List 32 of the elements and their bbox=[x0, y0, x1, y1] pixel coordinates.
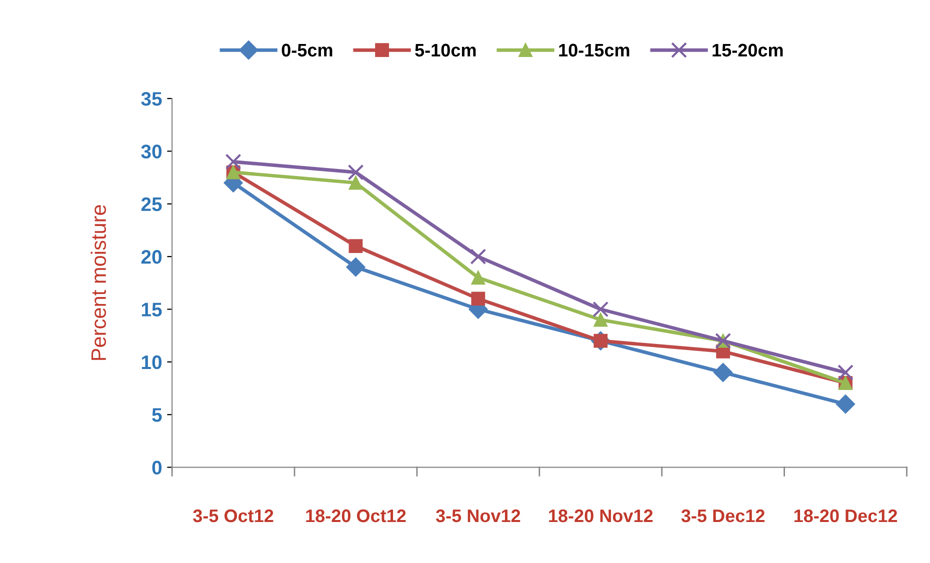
point bbox=[348, 176, 363, 190]
y-tick-label: 20 bbox=[141, 250, 162, 264]
x-tick-label: 18-20 Nov12 bbox=[549, 509, 653, 522]
point bbox=[594, 312, 608, 327]
point bbox=[471, 292, 486, 306]
point bbox=[471, 270, 486, 285]
point bbox=[836, 394, 856, 414]
y-tick-label: 10 bbox=[142, 355, 162, 370]
y-tick-label: 35 bbox=[141, 92, 162, 106]
x-tick-label: 3-5 Dec12 bbox=[681, 509, 765, 522]
y-tick-label: 0 bbox=[152, 460, 162, 475]
y-tick-label: 30 bbox=[141, 144, 162, 158]
point bbox=[348, 239, 363, 253]
legend-label: 5-10cm bbox=[415, 44, 476, 57]
point bbox=[592, 301, 609, 318]
x-tick-label: 3-5 Oct12 bbox=[193, 509, 274, 522]
point bbox=[346, 258, 366, 277]
y-axis-title: Percent moisture bbox=[90, 205, 106, 360]
legend-label: 0-5cm bbox=[282, 44, 332, 57]
y-tick-label: 5 bbox=[152, 408, 162, 422]
point bbox=[348, 164, 364, 180]
x-tick-label: 18-20 Oct12 bbox=[306, 509, 406, 522]
point bbox=[225, 154, 242, 170]
point bbox=[838, 364, 854, 380]
point bbox=[470, 248, 486, 265]
x-tick-label: 3-5 Nov12 bbox=[436, 509, 520, 522]
x-tick-label: 18-20 Dec12 bbox=[794, 509, 898, 522]
legend-label: 10-15cm bbox=[559, 44, 630, 57]
point bbox=[714, 362, 733, 382]
y-tick-label: 25 bbox=[141, 197, 162, 212]
y-tick-label: 15 bbox=[142, 302, 162, 316]
legend-label: 15-20cm bbox=[712, 44, 783, 57]
